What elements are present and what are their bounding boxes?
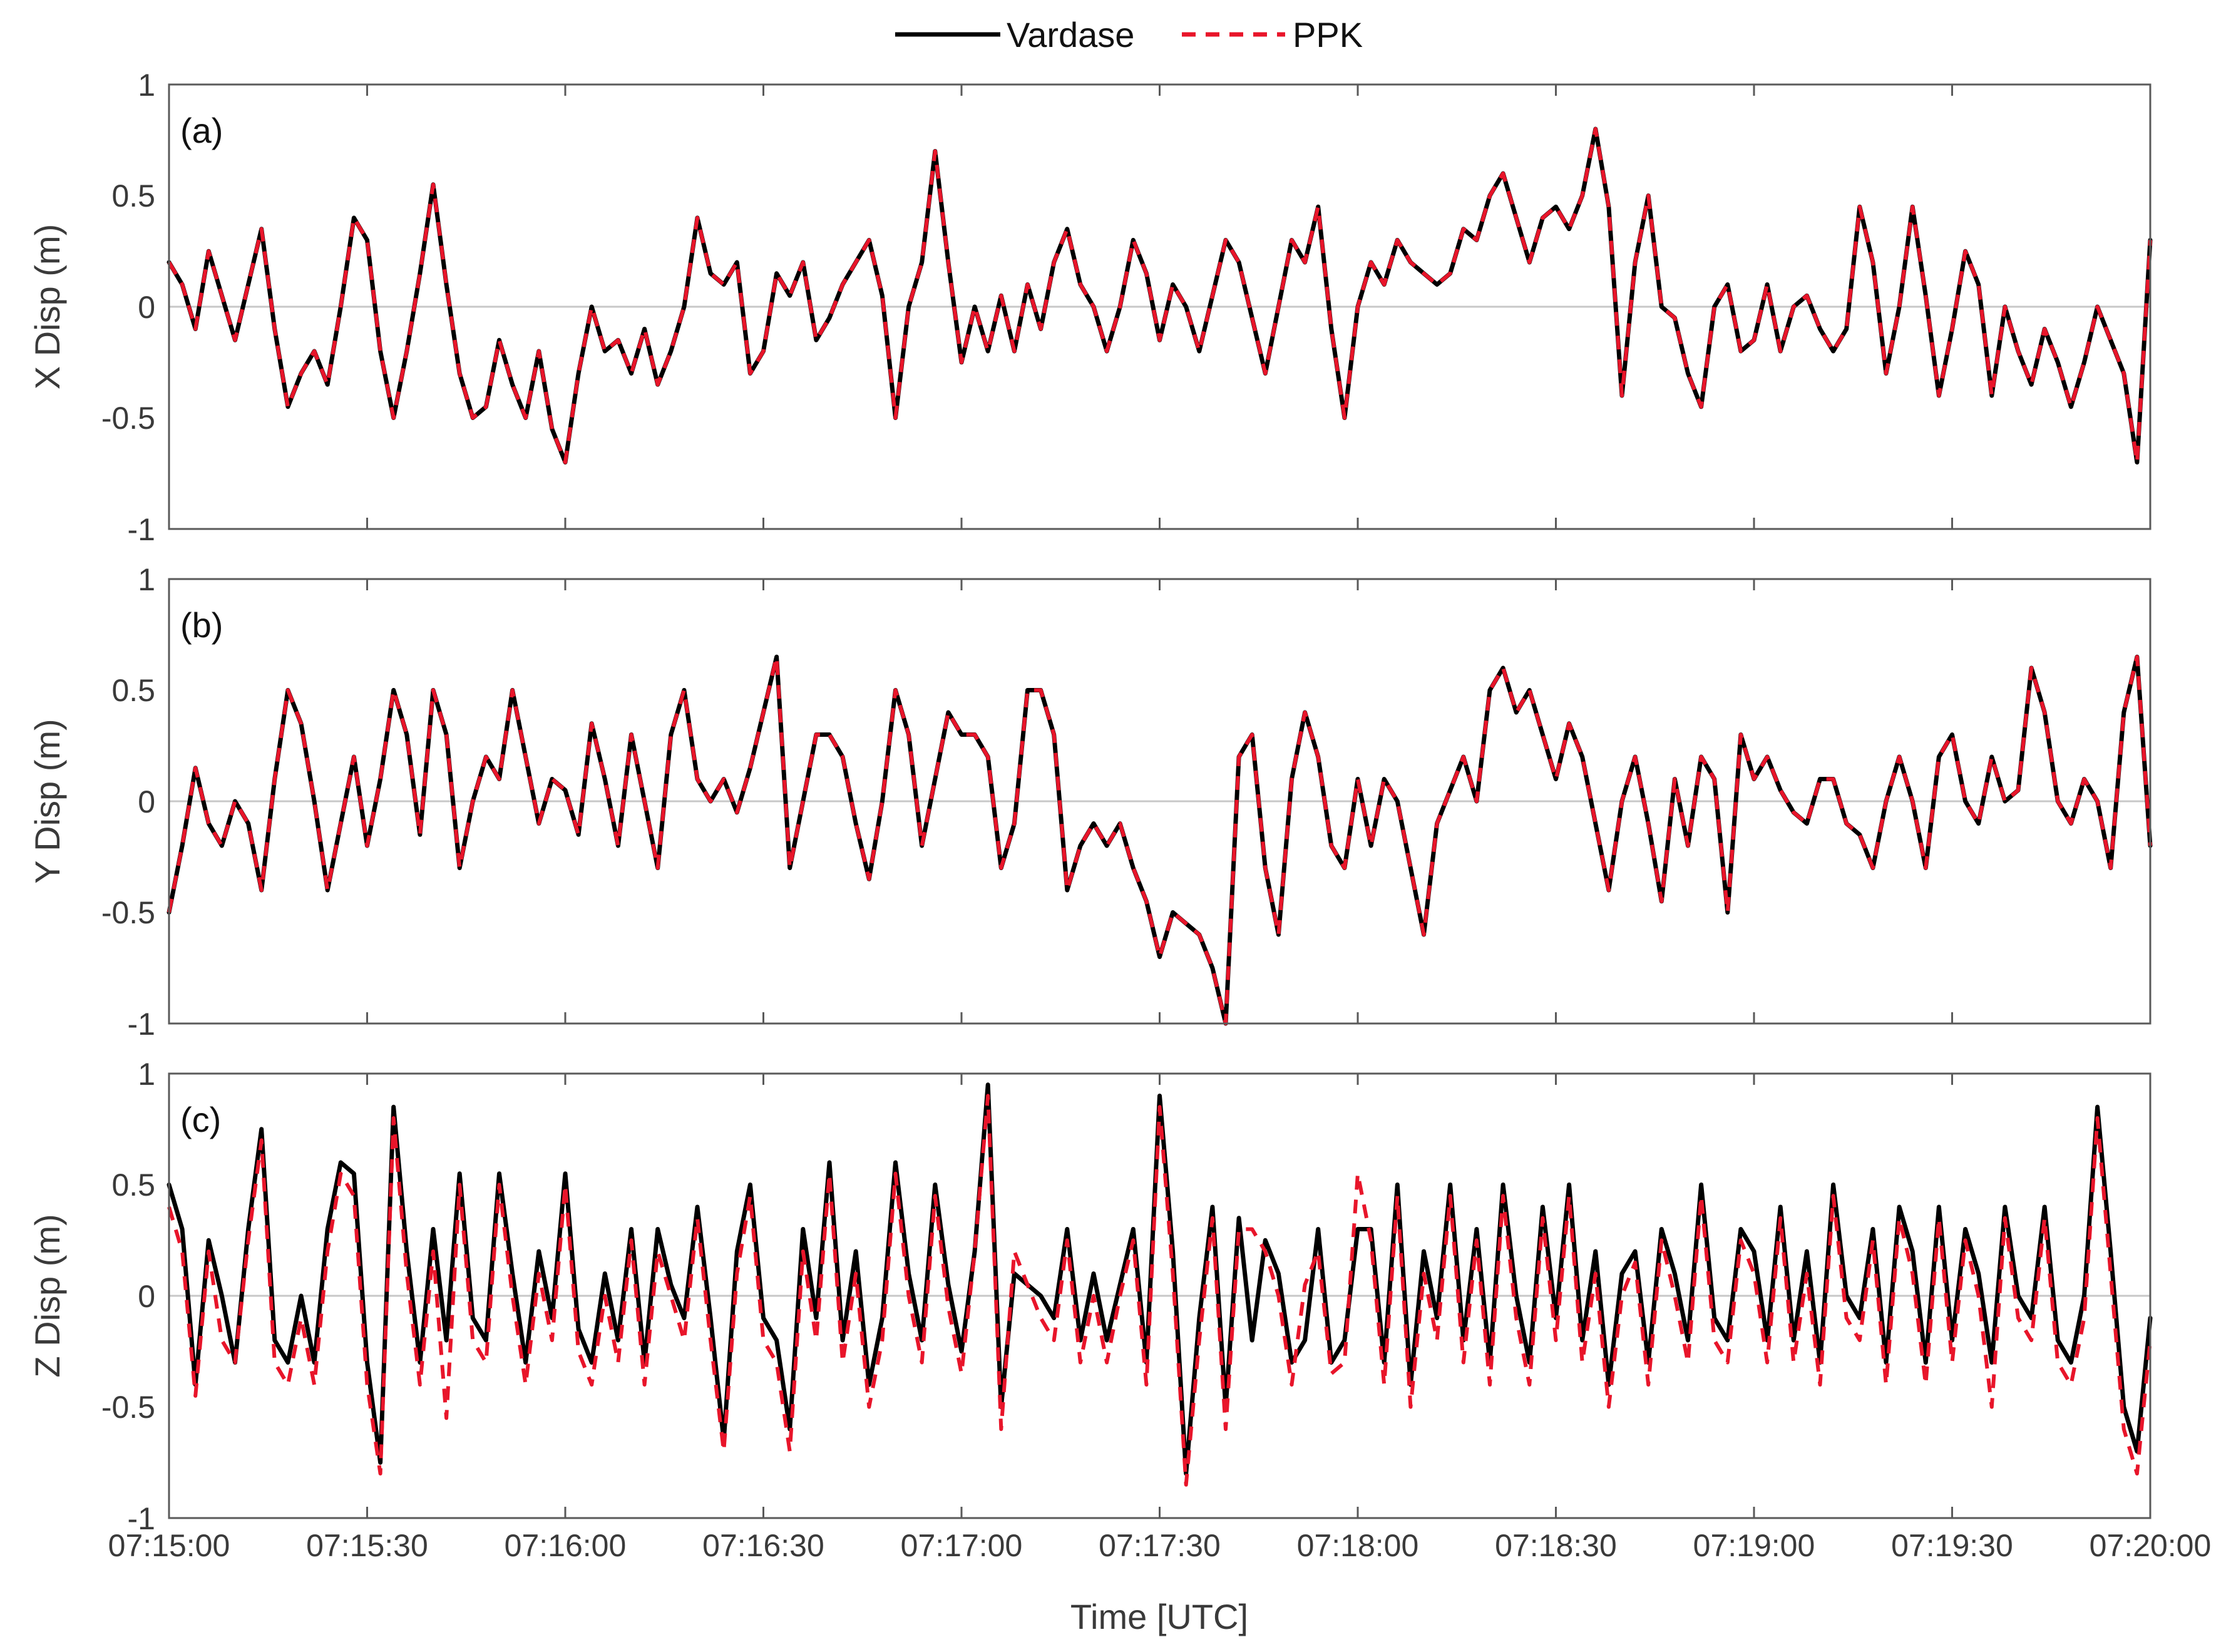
y-tick-label: -1 [128,1007,155,1042]
y-tick-label: 0.5 [111,1167,155,1203]
panel-b: 1 0.5 0 -0.5 -1 Y Disp (m) (b) [28,562,2153,1042]
x-axis-label: Time [UTC] [1070,1597,1248,1636]
x-tick-label: 07:20:00 [2090,1528,2212,1563]
series-line-ppk [167,127,2152,464]
x-tick-label: 07:16:30 [702,1528,824,1563]
y-tick-label: 1 [138,68,155,103]
x-tick-label: 07:18:30 [1495,1528,1617,1563]
y-tick-label: -0.5 [101,1390,155,1425]
x-tick-labels: 07:15:00 07:15:30 07:16:00 07:16:30 07:17:00… [108,1528,2212,1563]
legend-ppk-label: PPK [1293,15,1363,54]
legend: Vardase PPK [895,15,1363,54]
x-tick-label: 07:15:00 [108,1528,230,1563]
y-tick-label: -0.5 [101,401,155,436]
y-tick-label: 1 [138,1057,155,1092]
x-tick-label: 07:16:00 [505,1528,627,1563]
series-line-ppk [167,655,2152,1025]
panel-label: (b) [180,605,223,645]
series-line-vardase [167,126,2153,464]
y-axis: 1 0.5 0 -0.5 -1 [101,562,155,1042]
x-axis: 07:15:00 07:15:30 07:16:00 07:16:30 07:17:00… [108,1528,2212,1636]
x-ticks [168,1074,2152,1518]
x-tick-label: 07:19:30 [1891,1528,2013,1563]
y-tick-label: -1 [128,1501,155,1536]
panel-c: 1 0.5 0 -0.5 -1 Z Disp (m) (c) [28,1057,2153,1536]
y-tick-label: -1 [128,512,155,547]
series-line-vardase [167,654,2153,1026]
x-tick-label: 07:18:00 [1297,1528,1419,1563]
y-axis-label: X Disp (m) [28,224,67,389]
x-ticks [168,85,2152,529]
x-tick-label: 07:17:30 [1099,1528,1221,1563]
y-tick-label: 0 [138,1279,155,1314]
series-line-ppk [167,1094,2152,1487]
y-tick-label: -0.5 [101,895,155,930]
y-tick-label: 0 [138,290,155,325]
x-tick-label: 07:15:30 [306,1528,428,1563]
y-tick-label: 0.5 [111,178,155,213]
y-tick-label: 0 [138,784,155,819]
x-ticks [168,579,2152,1024]
y-tick-label: 0.5 [111,673,155,708]
x-tick-label: 07:17:00 [901,1528,1023,1563]
panel-a: 1 0.5 0 -0.5 -1 X Disp (m) (a) [28,68,2153,547]
panel-label: (c) [180,1100,221,1139]
y-axis: 1 0.5 0 -0.5 -1 [101,68,155,547]
panel-label: (a) [180,111,223,150]
y-axis: 1 0.5 0 -0.5 -1 [101,1057,155,1536]
y-axis-label: Y Disp (m) [28,719,67,883]
x-tick-label: 07:19:00 [1693,1528,1815,1563]
legend-vardase-label: Vardase [1007,15,1134,54]
y-tick-label: 1 [138,562,155,597]
y-axis-label: Z Disp (m) [28,1214,67,1377]
